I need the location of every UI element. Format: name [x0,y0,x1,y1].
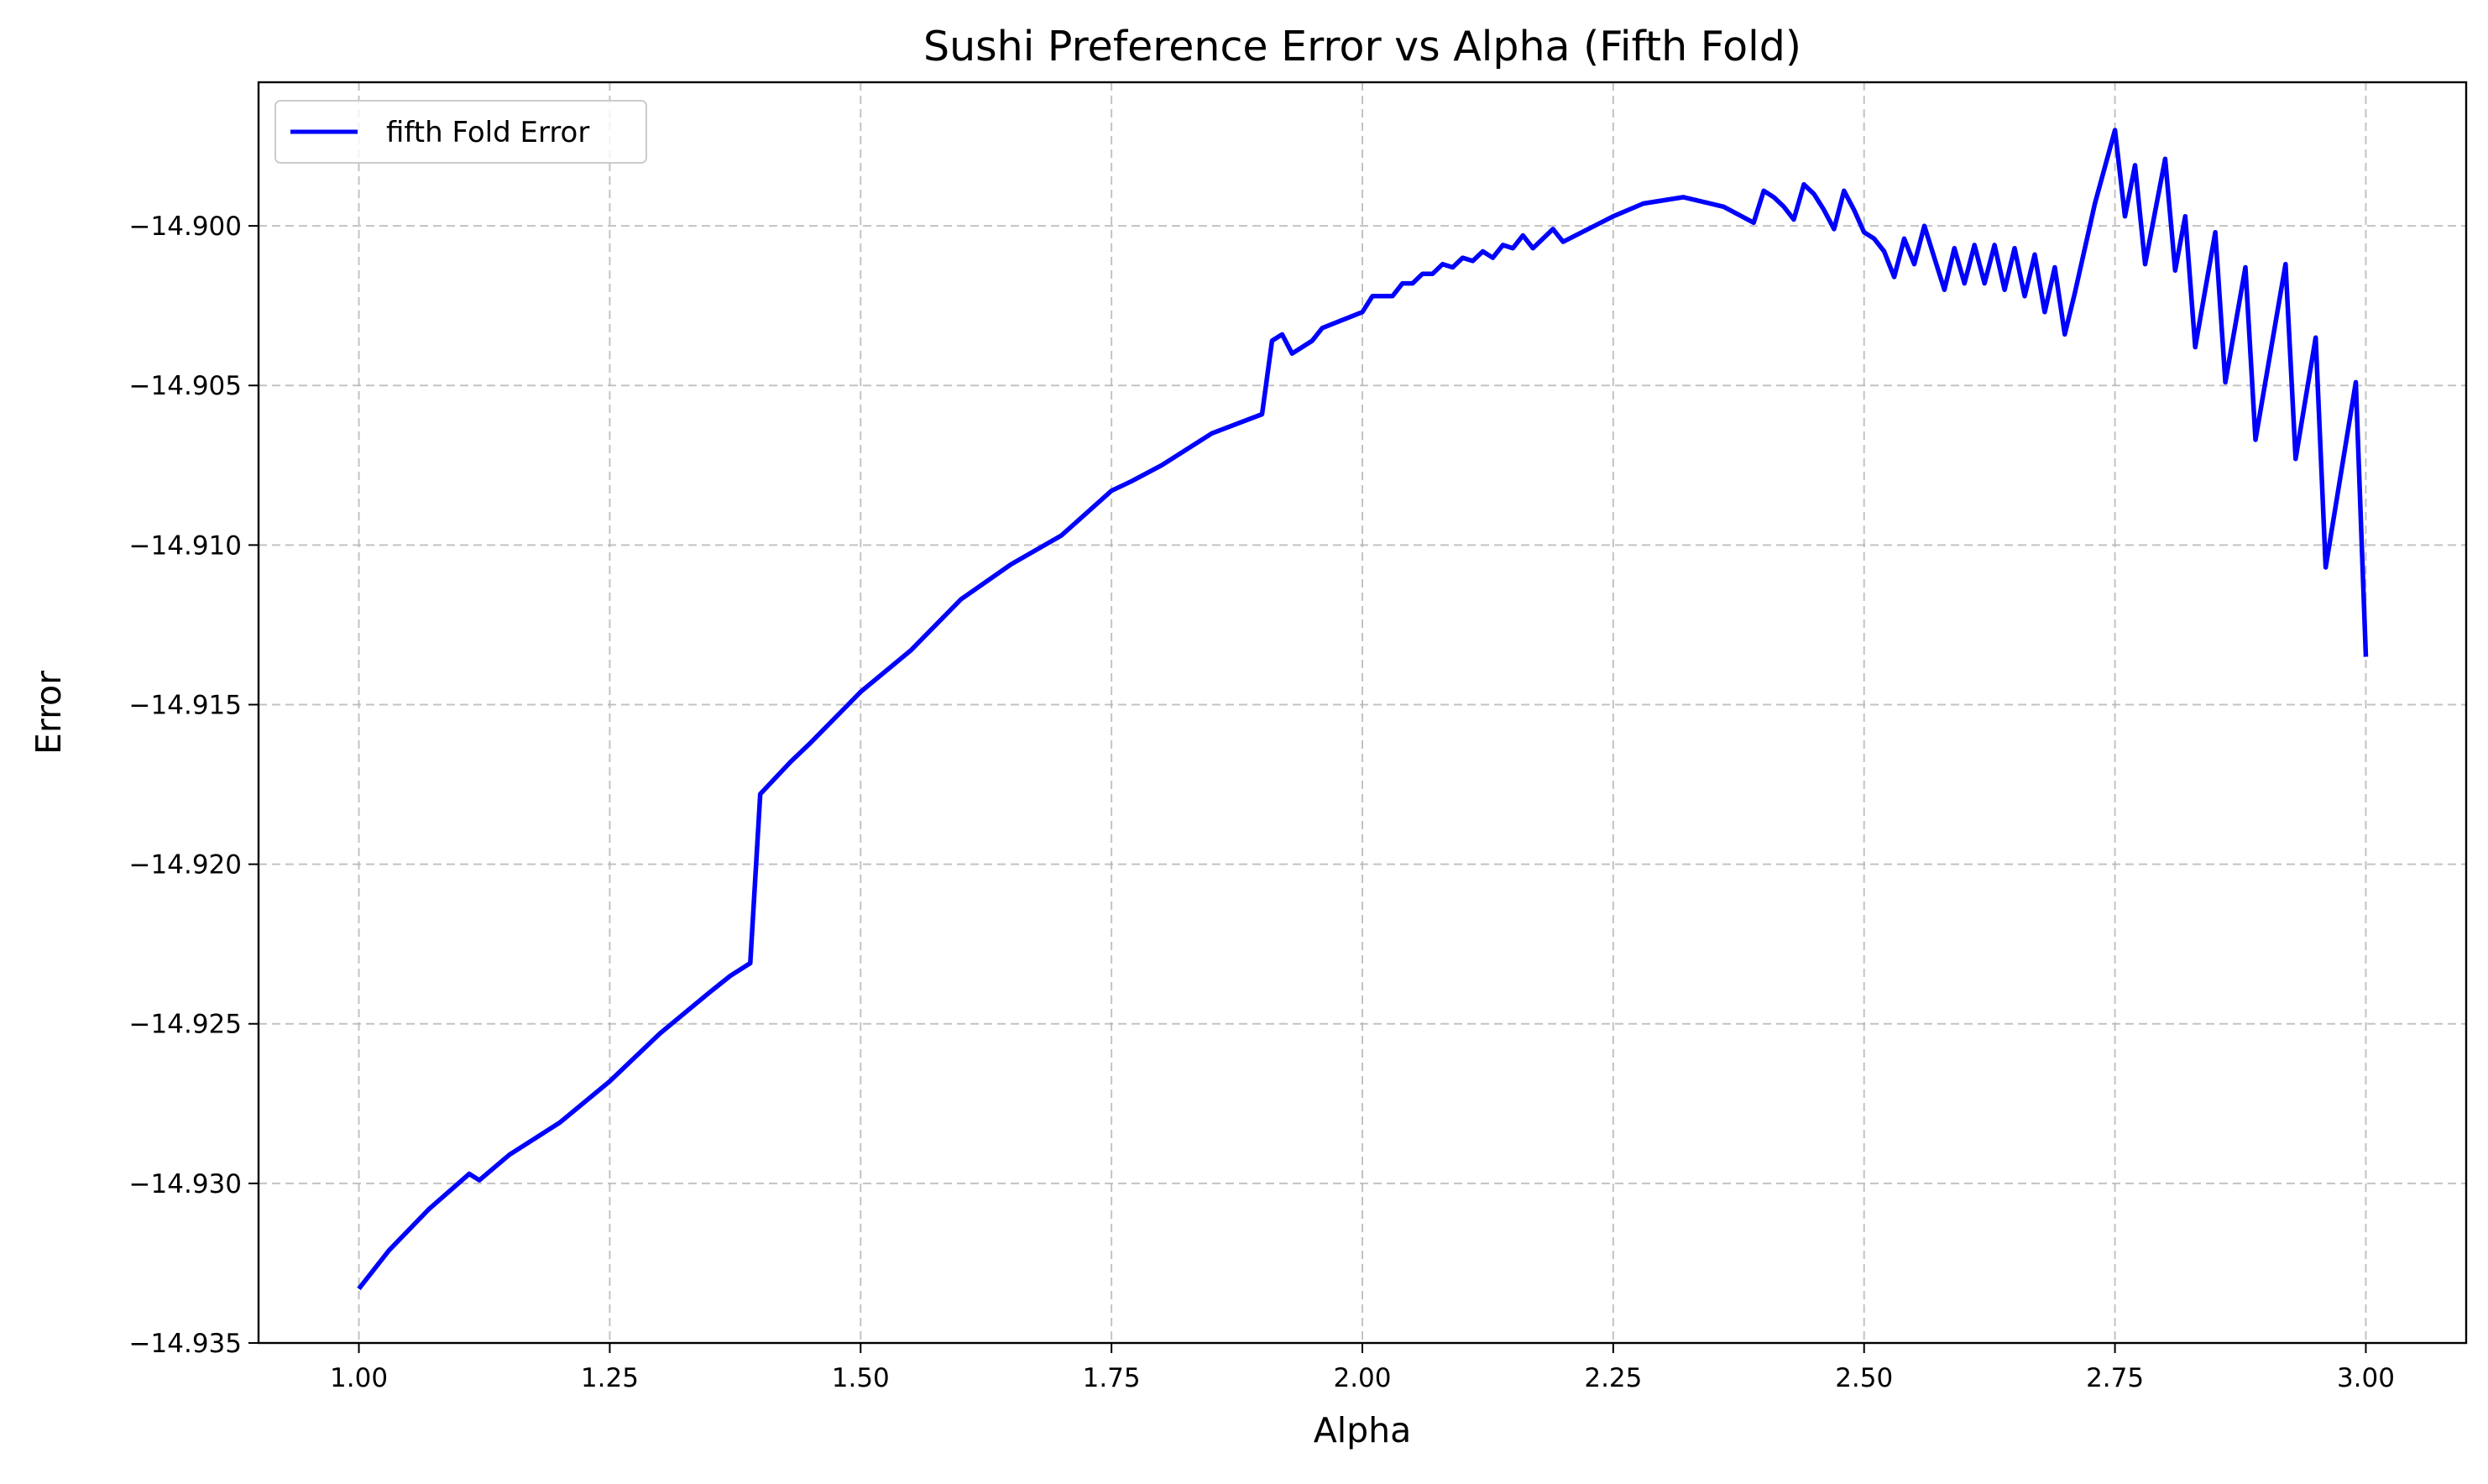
grid-lines [259,82,2466,1344]
series-line [357,128,2369,1291]
x-tick-label: 1.00 [330,1363,388,1393]
y-tick-label: −14.935 [129,1329,242,1359]
y-tick-label: −14.910 [129,530,242,561]
y-tick-label: −14.925 [129,1010,242,1040]
chart-title: Sushi Preference Error vs Alpha (Fifth F… [923,23,1801,71]
x-tick-label: 2.00 [1333,1363,1391,1393]
y-tick-label: −14.905 [129,371,242,401]
x-tick-label: 1.75 [1083,1363,1141,1393]
x-tick-label: 1.25 [581,1363,639,1393]
legend: fifth Fold Error [274,100,647,164]
x-tick-label: 2.50 [1835,1363,1893,1393]
y-tick-label: −14.900 [129,212,242,242]
x-tick-label: 2.25 [1584,1363,1642,1393]
y-axis-label: Error [29,671,69,755]
y-tick-label: −14.920 [129,850,242,880]
x-tick-label: 3.00 [2337,1363,2395,1393]
legend-box [274,100,647,164]
series-layer [357,128,2369,1291]
legend-label: fifth Fold Error [386,116,589,149]
axis-ticks: 1.00 1.25 1.50 1.75 2.00 2.25 2.50 2.75 3.00 −14.… [129,212,2395,1393]
x-tick-label: 1.50 [832,1363,890,1393]
x-tick-label: 2.75 [2086,1363,2144,1393]
y-tick-label: −14.930 [129,1169,242,1199]
y-tick-label: −14.915 [129,690,242,720]
x-axis-label: Alpha [1314,1410,1412,1450]
